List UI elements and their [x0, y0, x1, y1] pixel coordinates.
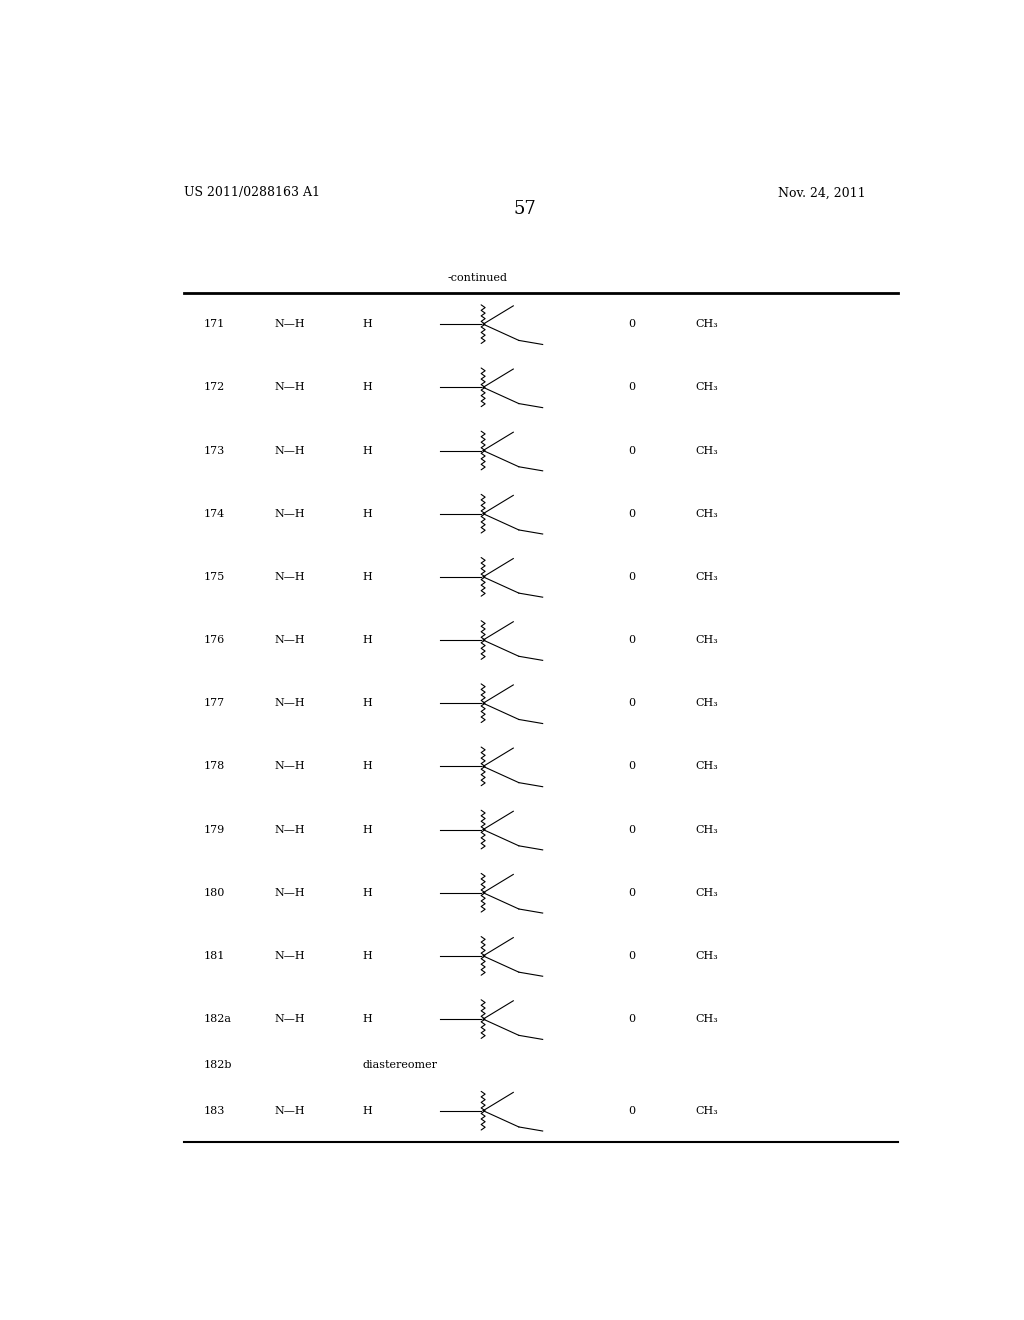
Text: CH₃: CH₃	[695, 572, 718, 582]
Text: CH₃: CH₃	[695, 762, 718, 771]
Text: 0: 0	[629, 572, 636, 582]
Text: N—H: N—H	[274, 446, 305, 455]
Text: CH₃: CH₃	[695, 825, 718, 834]
Text: CH₃: CH₃	[695, 635, 718, 645]
Text: N—H: N—H	[274, 1106, 305, 1115]
Text: 0: 0	[629, 698, 636, 709]
Text: 181: 181	[204, 950, 224, 961]
Text: 0: 0	[629, 508, 636, 519]
Text: 172: 172	[204, 383, 224, 392]
Text: 171: 171	[204, 319, 224, 329]
Text: H: H	[362, 698, 372, 709]
Text: H: H	[362, 572, 372, 582]
Text: 182b: 182b	[204, 1060, 231, 1071]
Text: 183: 183	[204, 1106, 224, 1115]
Text: N—H: N—H	[274, 950, 305, 961]
Text: N—H: N—H	[274, 383, 305, 392]
Text: H: H	[362, 762, 372, 771]
Text: CH₃: CH₃	[695, 319, 718, 329]
Text: 0: 0	[629, 635, 636, 645]
Text: 0: 0	[629, 446, 636, 455]
Text: 0: 0	[629, 1014, 636, 1024]
Text: H: H	[362, 635, 372, 645]
Text: N—H: N—H	[274, 635, 305, 645]
Text: diastereomer: diastereomer	[362, 1060, 437, 1071]
Text: 182a: 182a	[204, 1014, 231, 1024]
Text: 57: 57	[513, 201, 537, 218]
Text: N—H: N—H	[274, 762, 305, 771]
Text: CH₃: CH₃	[695, 1106, 718, 1115]
Text: 0: 0	[629, 950, 636, 961]
Text: 0: 0	[629, 762, 636, 771]
Text: H: H	[362, 319, 372, 329]
Text: H: H	[362, 950, 372, 961]
Text: 175: 175	[204, 572, 224, 582]
Text: N—H: N—H	[274, 698, 305, 709]
Text: N—H: N—H	[274, 572, 305, 582]
Text: Nov. 24, 2011: Nov. 24, 2011	[778, 186, 866, 199]
Text: 174: 174	[204, 508, 224, 519]
Text: N—H: N—H	[274, 319, 305, 329]
Text: 0: 0	[629, 825, 636, 834]
Text: -continued: -continued	[447, 273, 507, 284]
Text: H: H	[362, 508, 372, 519]
Text: 0: 0	[629, 383, 636, 392]
Text: N—H: N—H	[274, 825, 305, 834]
Text: 0: 0	[629, 1106, 636, 1115]
Text: CH₃: CH₃	[695, 698, 718, 709]
Text: CH₃: CH₃	[695, 446, 718, 455]
Text: H: H	[362, 1014, 372, 1024]
Text: 177: 177	[204, 698, 224, 709]
Text: CH₃: CH₃	[695, 950, 718, 961]
Text: CH₃: CH₃	[695, 888, 718, 898]
Text: H: H	[362, 446, 372, 455]
Text: US 2011/0288163 A1: US 2011/0288163 A1	[183, 186, 319, 199]
Text: H: H	[362, 1106, 372, 1115]
Text: N—H: N—H	[274, 1014, 305, 1024]
Text: 180: 180	[204, 888, 224, 898]
Text: CH₃: CH₃	[695, 1014, 718, 1024]
Text: 176: 176	[204, 635, 224, 645]
Text: N—H: N—H	[274, 888, 305, 898]
Text: CH₃: CH₃	[695, 508, 718, 519]
Text: N—H: N—H	[274, 508, 305, 519]
Text: 0: 0	[629, 319, 636, 329]
Text: 173: 173	[204, 446, 224, 455]
Text: 179: 179	[204, 825, 224, 834]
Text: H: H	[362, 825, 372, 834]
Text: 178: 178	[204, 762, 224, 771]
Text: H: H	[362, 383, 372, 392]
Text: CH₃: CH₃	[695, 383, 718, 392]
Text: H: H	[362, 888, 372, 898]
Text: 0: 0	[629, 888, 636, 898]
